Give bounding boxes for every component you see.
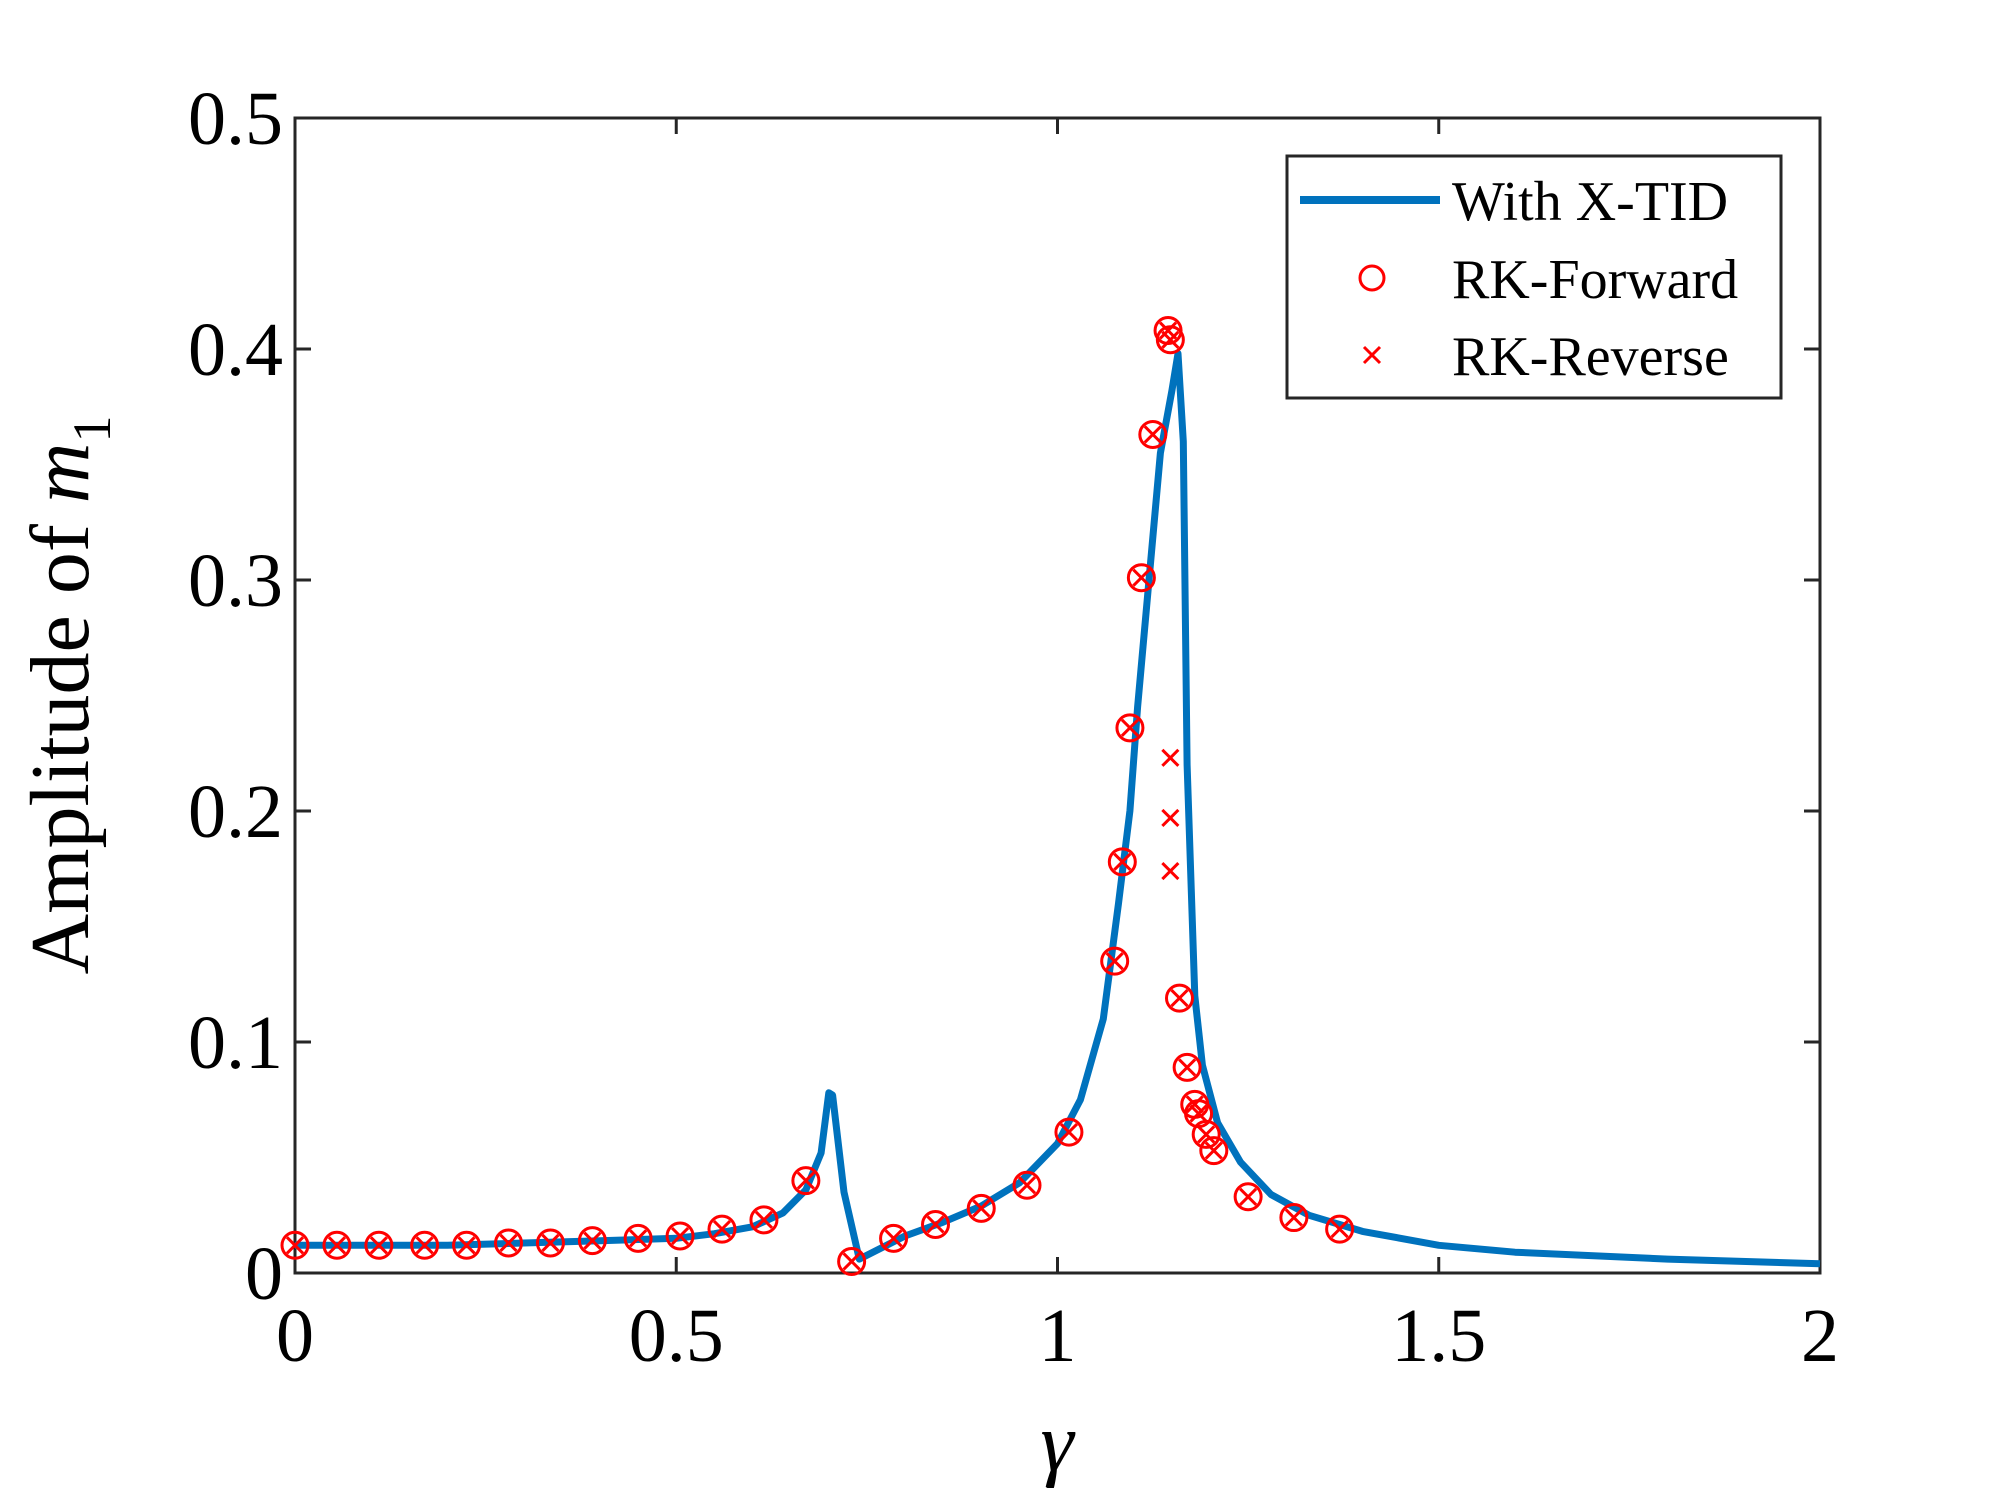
rk-reverse-point bbox=[1330, 1220, 1349, 1239]
rk-forward-point bbox=[1012, 1170, 1042, 1200]
y-tick-label: 0.5 bbox=[188, 77, 283, 161]
rk-reverse-point bbox=[1204, 1141, 1223, 1160]
legend-label-line: With X-TID bbox=[1452, 171, 1728, 233]
rk-forward-point bbox=[1054, 1117, 1084, 1147]
series-line-with-x-tid bbox=[295, 350, 1821, 1268]
rk-reverse-point bbox=[1161, 330, 1180, 349]
rk-forward-point bbox=[1100, 946, 1130, 976]
y-axis-title-prefix: Amplitude of bbox=[14, 503, 107, 974]
rk-forward-point bbox=[1233, 1182, 1263, 1212]
y-axis-title: Amplitude of m1 bbox=[14, 416, 122, 975]
rk-reverse-point bbox=[1178, 1058, 1197, 1077]
rk-reverse-point bbox=[1189, 1104, 1208, 1123]
x-tick-label: 0.5 bbox=[629, 1294, 724, 1378]
y-tick-label: 0 bbox=[245, 1232, 283, 1316]
rk-reverse-point bbox=[926, 1215, 945, 1234]
x-tick-labels: 0 0.5 1 1.5 2 bbox=[276, 1294, 1839, 1378]
rk-reverse-point bbox=[1161, 808, 1180, 827]
rk-forward-point bbox=[749, 1205, 779, 1235]
rk-forward-point bbox=[791, 1166, 821, 1196]
y-tick-label: 0.3 bbox=[188, 539, 283, 623]
x-tick-label: 2 bbox=[1801, 1294, 1839, 1378]
rk-reverse-point bbox=[369, 1236, 388, 1255]
y-axis-title-variable: m bbox=[14, 443, 107, 504]
rk-reverse-point bbox=[1017, 1176, 1037, 1195]
rk-reverse-point bbox=[972, 1199, 991, 1218]
rk-forward-point bbox=[665, 1221, 695, 1251]
rk-forward-point bbox=[1165, 983, 1194, 1013]
rk-reverse-point bbox=[541, 1233, 560, 1253]
series-layer bbox=[280, 316, 1821, 1276]
rk-forward-point bbox=[1107, 847, 1137, 877]
rk-forward-point bbox=[577, 1226, 607, 1256]
legend-label-forward: RK-Forward bbox=[1452, 249, 1738, 311]
rk-reverse-point bbox=[1239, 1187, 1258, 1206]
rk-reverse-point bbox=[1197, 1125, 1216, 1144]
rk-forward-point bbox=[494, 1228, 523, 1258]
rk-forward-point bbox=[1126, 563, 1156, 593]
rk-forward-point bbox=[623, 1223, 653, 1253]
rk-reverse-point bbox=[1132, 568, 1151, 587]
rk-reverse-point bbox=[327, 1236, 346, 1255]
rk-forward-point bbox=[707, 1214, 737, 1244]
rk-reverse-point bbox=[415, 1236, 434, 1255]
rk-reverse-point bbox=[1161, 748, 1180, 767]
y-tick-labels: 0 0.1 0.2 0.3 0.4 0.5 bbox=[188, 77, 283, 1316]
rk-forward-point bbox=[280, 1230, 310, 1260]
rk-forward-point bbox=[1279, 1203, 1309, 1233]
rk-forward-point bbox=[1138, 419, 1168, 449]
y-axis-title-subscript: 1 bbox=[62, 416, 122, 443]
rk-forward-point bbox=[364, 1230, 394, 1260]
rk-reverse-point bbox=[1105, 952, 1124, 971]
x-axis-title: γ bbox=[1040, 1396, 1075, 1489]
legend: With X-TID RK-Forward RK-Reverse bbox=[1285, 154, 1783, 400]
rk-forward-point bbox=[966, 1193, 996, 1223]
rk-forward-point bbox=[1325, 1214, 1355, 1244]
rk-reverse-point bbox=[671, 1226, 690, 1246]
legend-circle-swatch bbox=[1358, 264, 1386, 292]
rk-forward-point bbox=[921, 1209, 950, 1239]
rk-reverse-point bbox=[457, 1236, 476, 1255]
rk-reverse-point bbox=[1120, 718, 1140, 737]
rk-forward-point bbox=[322, 1230, 352, 1260]
rk-forward-point bbox=[1199, 1136, 1229, 1166]
rk-reverse-point bbox=[1185, 1095, 1204, 1114]
legend-label-reverse: RK-Reverse bbox=[1452, 326, 1729, 388]
rk-reverse-point bbox=[629, 1229, 648, 1248]
rk-forward-point bbox=[1172, 1052, 1202, 1082]
rk-forward-point bbox=[837, 1246, 867, 1276]
rk-reverse-point bbox=[1284, 1208, 1303, 1227]
rk-forward-point bbox=[535, 1228, 565, 1258]
rk-reverse-point bbox=[754, 1210, 773, 1229]
rk-reverse-point bbox=[884, 1229, 903, 1248]
rk-forward-point bbox=[1115, 713, 1145, 743]
y-tick-label: 0.4 bbox=[188, 308, 283, 392]
rk-reverse-point bbox=[1161, 861, 1180, 881]
x-tick-label: 1.5 bbox=[1391, 1294, 1486, 1378]
y-tick-label: 0.2 bbox=[188, 770, 283, 854]
x-tick-label: 1 bbox=[1039, 1294, 1077, 1378]
rk-forward-point bbox=[410, 1230, 440, 1260]
rk-reverse-point bbox=[499, 1233, 518, 1253]
rk-reverse-point bbox=[796, 1171, 815, 1190]
rk-reverse-point bbox=[1143, 425, 1162, 444]
rk-reverse-point bbox=[1059, 1123, 1079, 1142]
rk-reverse-point bbox=[1170, 989, 1189, 1008]
rk-forward-point bbox=[452, 1230, 482, 1260]
legend-cross-swatch bbox=[1362, 345, 1382, 365]
rk-reverse-point bbox=[583, 1231, 602, 1250]
legend-cross-mark bbox=[1362, 345, 1382, 365]
rk-reverse-point bbox=[842, 1252, 861, 1271]
rk-reverse-point bbox=[1113, 852, 1132, 871]
x-tick-label: 0 bbox=[276, 1294, 314, 1378]
y-tick-label: 0.1 bbox=[188, 1001, 283, 1085]
rk-reverse-point bbox=[712, 1220, 732, 1239]
rk-reverse-point bbox=[285, 1236, 305, 1255]
rk-forward-point bbox=[879, 1223, 909, 1253]
